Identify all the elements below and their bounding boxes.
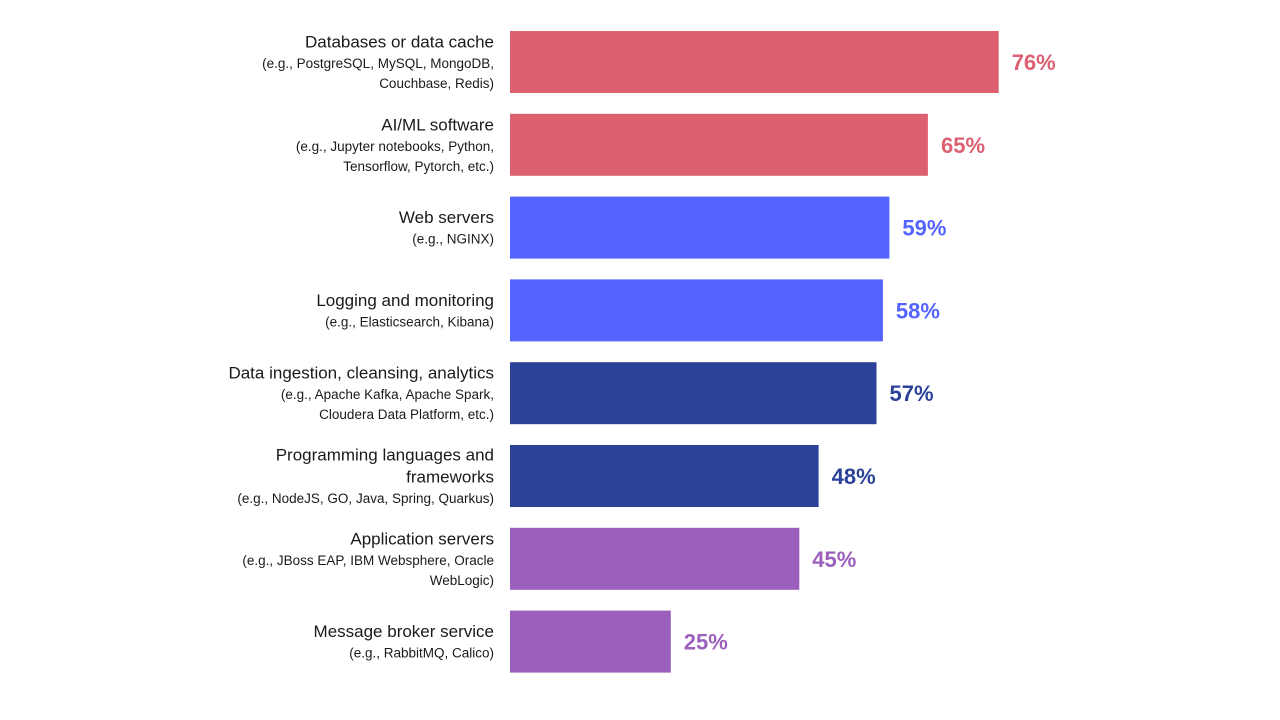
category-example-line: (e.g., Jupyter notebooks, Python, — [296, 139, 494, 154]
category-title-line: Databases or data cache — [305, 33, 494, 52]
value-label-3: 59% — [902, 216, 946, 241]
category-example-line: (e.g., PostgreSQL, MySQL, MongoDB, — [262, 56, 494, 71]
value-labels-group: 76% 65% 59% 58% 57% 48% 45% 25% — [684, 50, 1056, 655]
bar-3 — [510, 196, 890, 259]
category-example-line: (e.g., JBoss EAP, IBM Websphere, Oracle — [242, 553, 494, 568]
category-title-line: Programming languages and — [276, 446, 494, 465]
bar-7 — [510, 527, 800, 590]
value-label-6: 48% — [832, 464, 876, 489]
category-example-line: (e.g., Apache Kafka, Apache Spark, — [281, 387, 494, 402]
category-example-line: Cloudera Data Platform, etc.) — [319, 407, 494, 422]
category-title-line: Logging and monitoring — [316, 291, 494, 310]
category-title-line: Application servers — [350, 529, 494, 548]
category-example-line: (e.g., NGINX) — [412, 232, 494, 247]
category-label-2: AI/ML software (e.g., Jupyter notebooks, … — [296, 115, 494, 174]
category-title-line: AI/ML software — [381, 115, 494, 134]
bar-4 — [510, 279, 883, 342]
value-label-8: 25% — [684, 630, 728, 655]
bar-1 — [510, 31, 999, 93]
value-label-4: 58% — [896, 298, 940, 323]
category-label-3: Web servers (e.g., NGINX) — [399, 208, 494, 247]
category-example-line: (e.g., RabbitMQ, Calico) — [349, 646, 494, 661]
bar-5 — [510, 362, 877, 425]
value-label-5: 57% — [890, 381, 934, 406]
category-label-4: Logging and monitoring (e.g., Elasticsear… — [316, 291, 494, 330]
category-title-line: Message broker service — [314, 622, 494, 641]
category-example-line: (e.g., NodeJS, GO, Java, Spring, Quarkus… — [237, 491, 494, 506]
category-title-line: frameworks — [406, 468, 494, 487]
value-label-7: 45% — [812, 547, 856, 572]
category-example-line: WebLogic) — [430, 573, 494, 588]
bars-group — [510, 31, 999, 673]
bar-6 — [510, 445, 819, 507]
bar-2 — [510, 113, 928, 176]
value-label-2: 65% — [941, 133, 985, 158]
category-labels-group: Databases or data cache (e.g., PostgreSQL… — [228, 33, 494, 661]
category-label-6: Programming languages and frameworks (e.g.… — [237, 446, 494, 507]
category-label-1: Databases or data cache (e.g., PostgreSQL… — [262, 33, 494, 92]
category-example-line: Tensorflow, Pytorch, etc.) — [343, 159, 494, 174]
category-label-5: Data ingestion, cleansing, analytics (e.g… — [228, 364, 494, 423]
category-label-8: Message broker service (e.g., RabbitMQ, C… — [314, 622, 494, 661]
value-label-1: 76% — [1012, 50, 1056, 75]
category-title-line: Data ingestion, cleansing, analytics — [228, 364, 494, 383]
category-example-line: (e.g., Elasticsearch, Kibana) — [325, 314, 494, 329]
category-title-line: Web servers — [399, 208, 494, 227]
category-example-line: Couchbase, Redis) — [379, 76, 494, 91]
category-label-7: Application servers (e.g., JBoss EAP, IBM… — [242, 529, 494, 588]
bar-8 — [510, 610, 671, 673]
